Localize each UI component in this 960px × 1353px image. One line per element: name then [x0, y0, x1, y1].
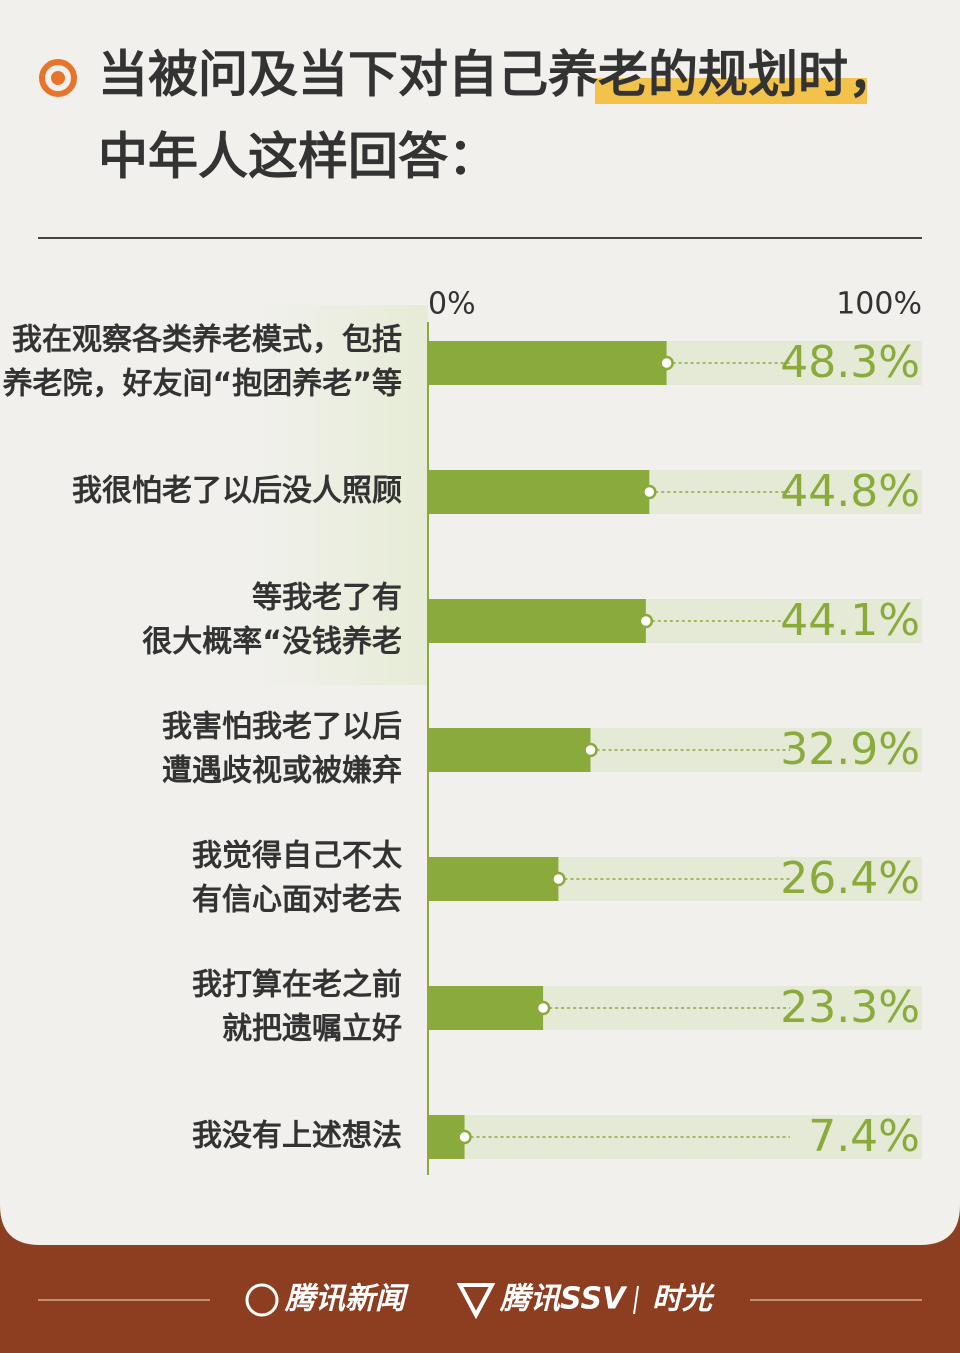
bar-track: [543, 986, 922, 1030]
bar: [428, 470, 650, 514]
bar: [428, 857, 559, 901]
bar-end-dot: [638, 613, 654, 629]
logo-icon: [456, 1283, 496, 1320]
value-label: 44.1%: [780, 595, 920, 646]
bar: [428, 599, 646, 643]
footer-sep: [633, 1285, 639, 1315]
bar-track: [649, 470, 922, 514]
bar: [428, 728, 591, 772]
value-label: 23.3%: [780, 982, 920, 1033]
category-label: 养老院，好友间“抱团养老”等: [3, 367, 402, 402]
category-label: 我觉得自己不太: [192, 839, 403, 874]
value-label: 44.8%: [780, 466, 920, 517]
bar-end-dot: [457, 1129, 472, 1145]
bar-end-dot: [659, 355, 674, 371]
value-label: 48.3%: [780, 337, 920, 388]
category-label: 就把遗嘱立好: [222, 1012, 402, 1047]
label-highlight: [260, 305, 428, 685]
category-label: 等我老了有: [252, 581, 402, 616]
category-label: 我在观察各类养老模式，包括: [12, 323, 402, 358]
bar-end-dot: [551, 871, 566, 887]
bar: [428, 341, 667, 385]
footer-logo: 腾讯新闻: [284, 1282, 409, 1317]
title-highlight: [595, 78, 867, 104]
logo-icon: [245, 1283, 279, 1317]
value-label: 32.9%: [780, 724, 920, 775]
x-tick-label: 0%: [428, 287, 476, 322]
category-label: 我打算在老之前: [192, 968, 402, 1003]
title-icon-dot: [51, 71, 65, 85]
value-label: 7.4%: [808, 1111, 920, 1162]
chart-title: 当被问及当下对自己养老的规划时，: [98, 46, 898, 104]
bar-end-dot: [535, 1000, 551, 1016]
title-icon: [39, 59, 77, 97]
chart-title: 中年人这样回答：: [98, 128, 498, 186]
footer-logo: 腾讯SSV: [499, 1282, 628, 1317]
bar-end-dot: [583, 742, 598, 758]
footer-logo: 时光: [652, 1282, 715, 1317]
value-label: 26.4%: [780, 853, 920, 904]
category-label: 很大概率“没钱养老: [142, 625, 402, 660]
x-tick-label: 100%: [836, 287, 922, 322]
category-label: 我没有上述想法: [192, 1119, 402, 1154]
category-label: 遭遇歧视或被嫌弃: [162, 754, 402, 789]
category-label: 有信心面对老去: [192, 883, 402, 918]
bar-end-dot: [642, 484, 657, 500]
bar: [428, 986, 544, 1030]
category-label: 我害怕我老了以后: [162, 710, 402, 745]
category-label: 我很怕老了以后没人照顾: [72, 474, 402, 509]
